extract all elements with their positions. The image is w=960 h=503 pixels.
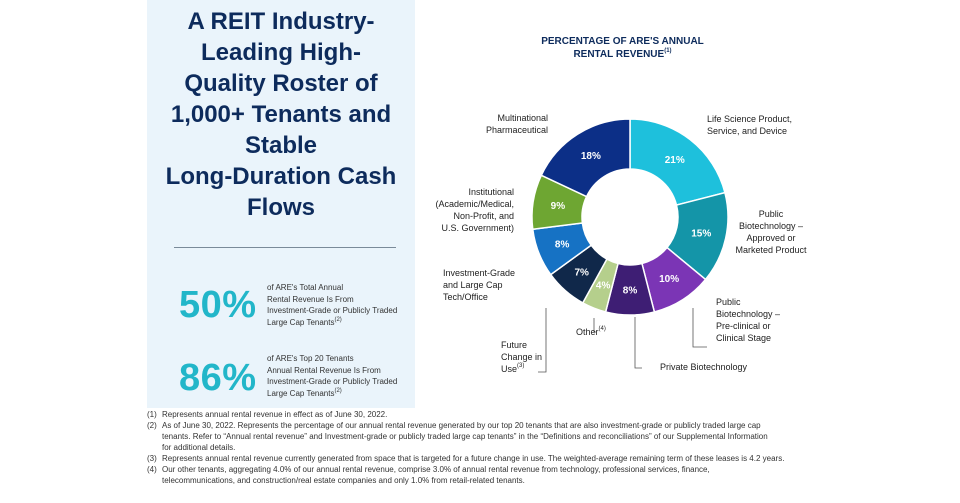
label-line: Change in — [501, 352, 543, 362]
footnote: tenants. Refer to “Annual rental revenue… — [147, 431, 817, 442]
left-panel: A REIT Industry- Leading High- Quality R… — [147, 0, 415, 408]
footnote-number: (1) — [147, 410, 157, 419]
label-life-science: Life Science Product, Service, and Devic… — [707, 113, 792, 137]
label-private-biotech: Private Biotechnology — [660, 361, 747, 373]
label-line: Tech/Office — [443, 292, 488, 302]
headline: A REIT Industry- Leading High- Quality R… — [147, 6, 415, 223]
headline-line: Quality Roster of — [184, 70, 378, 97]
footnote: (2) As of June 30, 2022. Represents the p… — [147, 420, 817, 431]
stat-line: Rental Revenue Is From — [267, 294, 354, 304]
label-public-biotech-approved: Public Biotechnology – Approved or Marke… — [730, 208, 812, 256]
label-line: Future — [501, 340, 528, 350]
stat-line: Investment-Grade or Publicly Traded — [267, 377, 398, 386]
label-line: Service, and Device — [707, 126, 788, 136]
headline-line: Leading High- — [201, 39, 361, 66]
chart-title: PERCENTAGE OF ARE'S ANNUAL RENTAL REVENU… — [510, 35, 735, 61]
label-institutional: Institutional (Academic/Medical, Non-Pro… — [435, 186, 514, 234]
label-public-biotech-clinical: Public Biotechnology – Pre-clinical or C… — [716, 296, 780, 344]
label-line: (Academic/Medical, — [435, 199, 514, 209]
label-line: Institutional — [468, 187, 514, 197]
footnote-ref: (2) — [334, 387, 342, 394]
divider — [174, 247, 396, 248]
slice-value-label: 10% — [659, 274, 679, 285]
chart-title-line: RENTAL REVENUE — [573, 49, 665, 60]
footnote-ref: (3) — [517, 363, 525, 369]
stat-line: Large Cap Tenants — [267, 317, 335, 327]
stat-line: Annual Rental Revenue Is From — [267, 365, 381, 375]
leader-line — [538, 308, 547, 373]
label-line: Private Biotechnology — [660, 362, 748, 372]
footnote: telecommunications, and construction/rea… — [147, 475, 817, 486]
label-line: Clinical Stage — [716, 333, 772, 343]
footnote-number: (2) — [147, 421, 157, 430]
leader-line — [634, 317, 642, 369]
stat-value-top20: 86% — [179, 357, 257, 399]
footnote: (1) Represents annual rental revenue in e… — [147, 409, 817, 420]
footnote-text: As of June 30, 2022. Represents the perc… — [162, 421, 761, 430]
footnote: (3) Represents annual rental revenue curr… — [147, 453, 817, 464]
label-line: Public — [758, 209, 784, 219]
chart-title-line: PERCENTAGE OF ARE'S ANNUAL — [541, 36, 704, 47]
headline-line: Long-Duration Cash — [165, 163, 397, 190]
footnote-number: (3) — [147, 454, 157, 463]
slice-value-label: 7% — [574, 267, 589, 278]
label-line: Life Science Product, — [707, 114, 793, 124]
footnote-ref: (4) — [598, 326, 606, 332]
stat-line: of ARE's Total Annual — [267, 283, 344, 292]
slice-value-label: 18% — [581, 151, 601, 162]
footnote: (4) Our other tenants, aggregating 4.0% o… — [147, 464, 817, 475]
label-line: and Large Cap — [443, 280, 503, 290]
label-line: Biotechnology – — [738, 221, 804, 231]
footnote-text: Represents annual rental revenue current… — [162, 454, 785, 463]
label-line: Pharmaceutical — [485, 125, 548, 135]
stat-line: Large Cap Tenants — [267, 388, 335, 398]
stat-line: of ARE's Top 20 Tenants — [267, 354, 354, 363]
label-line: Use — [501, 364, 518, 374]
label-line: Biotechnology – — [716, 309, 781, 319]
stat-description-top-total: of ARE's Total Annual Rental Revenue Is … — [267, 282, 417, 328]
footnote-text: Represents annual rental revenue in effe… — [162, 410, 388, 419]
label-line: Non-Profit, and — [453, 211, 514, 221]
slice-value-label: 8% — [555, 239, 570, 250]
headline-line: 1,000+ Tenants and — [170, 101, 392, 128]
label-future-change-in-use: Future Change in Use(3) — [501, 339, 542, 375]
label-line: Public — [716, 297, 741, 307]
label-line: Marketed Product — [735, 245, 807, 255]
stat-line: Investment-Grade or Publicly Traded — [267, 306, 398, 315]
label-line: Other — [576, 327, 599, 337]
footnote-ref: (1) — [664, 48, 672, 54]
headline-line: Stable — [244, 132, 318, 159]
donut-slice — [629, 118, 726, 206]
label-other: Other(4) — [576, 326, 606, 338]
label-investment-grade-tech: Investment-Grade and Large Cap Tech/Offi… — [443, 267, 515, 303]
footnote-text: for additional details. — [162, 443, 236, 452]
label-line: Pre-clinical or — [716, 321, 771, 331]
stat-value-top-total: 50% — [179, 284, 257, 326]
headline-line: A REIT Industry- — [187, 8, 375, 35]
slice-value-label: 21% — [665, 155, 685, 166]
footnote-text: telecommunications, and construction/rea… — [162, 476, 525, 485]
donut-slice — [540, 118, 631, 198]
label-line: Investment-Grade — [443, 268, 516, 278]
footnote-number: (4) — [147, 465, 157, 474]
slice-value-label: 8% — [623, 286, 638, 297]
stat-description-top20: of ARE's Top 20 Tenants Annual Rental Re… — [267, 353, 417, 399]
label-multinational-pharma: Multinational Pharmaceutical — [486, 112, 548, 136]
footnote-text: tenants. Refer to “Annual rental revenue… — [162, 432, 768, 441]
slice-value-label: 4% — [596, 280, 611, 291]
footnote: for additional details. — [147, 442, 817, 453]
leader-line — [593, 318, 596, 333]
footnote-ref: (2) — [334, 316, 342, 323]
label-line: Multinational — [497, 113, 548, 123]
headline-line: Flows — [246, 194, 315, 221]
slice-value-label: 9% — [551, 201, 566, 212]
label-line: Approved or — [746, 233, 796, 243]
leader-line — [692, 308, 707, 348]
footnote-text: Our other tenants, aggregating 4.0% of o… — [162, 465, 710, 474]
donut-chart: 21% 15% 10% 8% 4% 7% 8% 9% 18% — [531, 118, 729, 373]
footnotes: (1) Represents annual rental revenue in e… — [147, 409, 817, 486]
slice-value-label: 15% — [691, 228, 711, 239]
label-line: U.S. Government) — [441, 223, 514, 233]
